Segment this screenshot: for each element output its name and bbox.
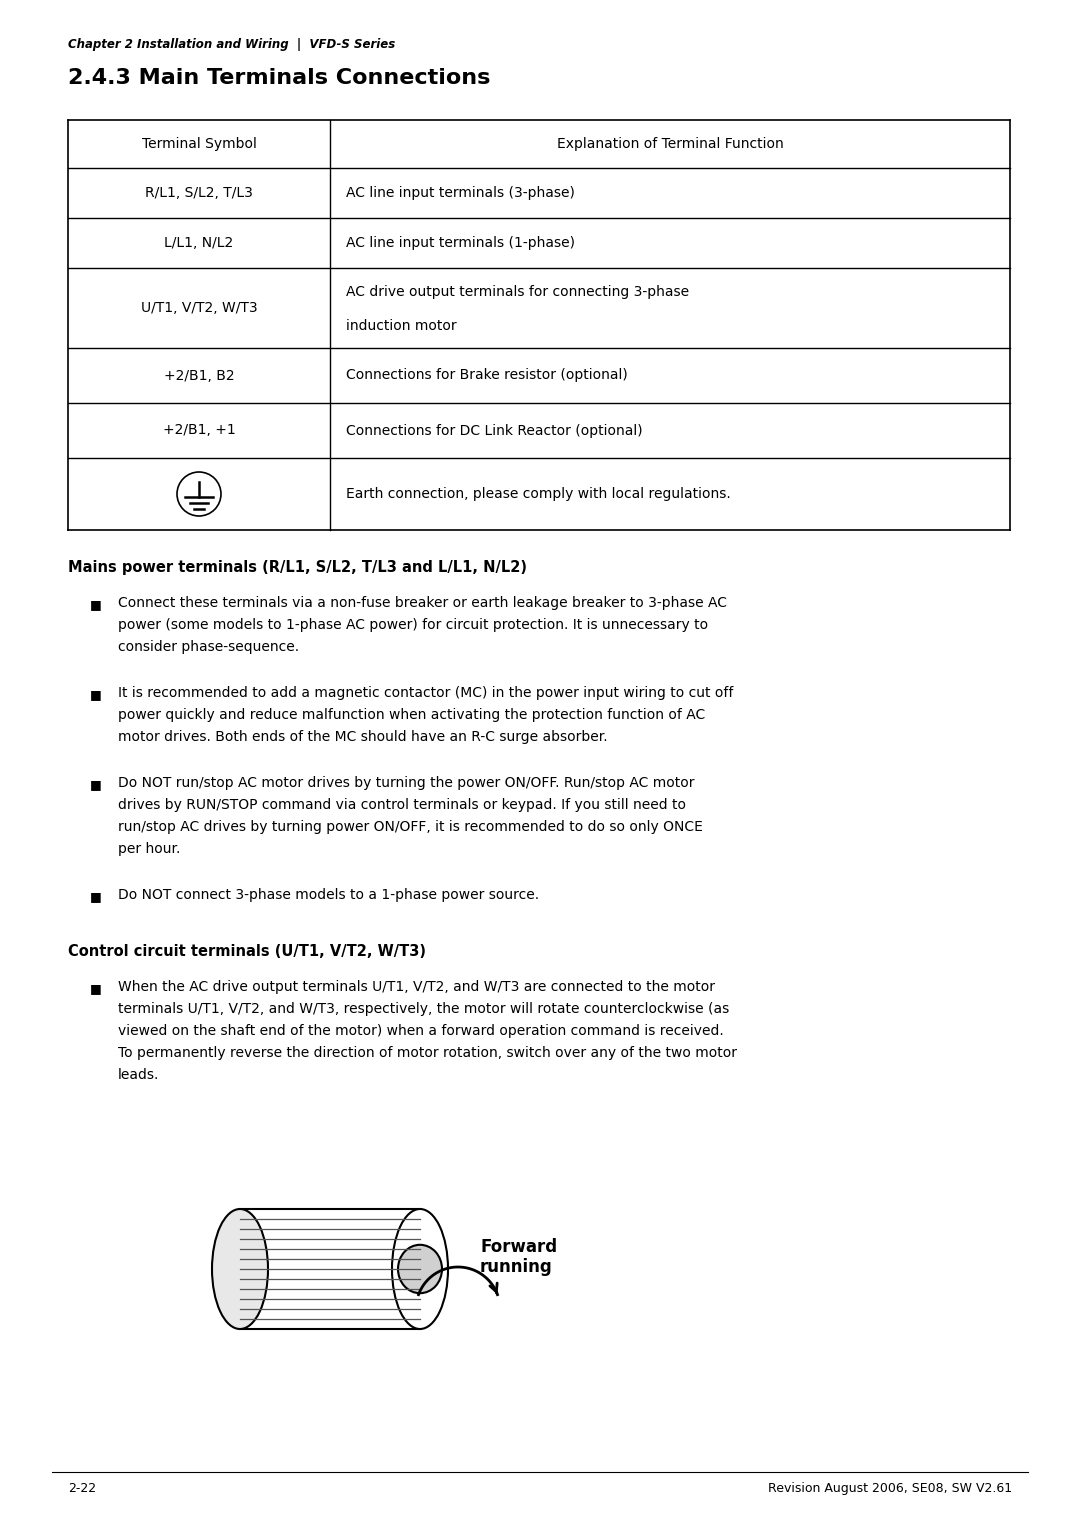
- Text: leads.: leads.: [118, 1068, 160, 1081]
- Ellipse shape: [392, 1209, 448, 1328]
- Text: U/T1, V/T2, W/T3: U/T1, V/T2, W/T3: [140, 301, 257, 314]
- Text: ■: ■: [90, 778, 102, 792]
- Text: Explanation of Terminal Function: Explanation of Terminal Function: [556, 137, 783, 150]
- Text: power quickly and reduce malfunction when activating the protection function of : power quickly and reduce malfunction whe…: [118, 709, 705, 723]
- Text: +2/B1, B2: +2/B1, B2: [164, 368, 234, 382]
- Text: per hour.: per hour.: [118, 842, 180, 856]
- Text: When the AC drive output terminals U/T1, V/T2, and W/T3 are connected to the mot: When the AC drive output terminals U/T1,…: [118, 980, 715, 994]
- Text: To permanently reverse the direction of motor rotation, switch over any of the t: To permanently reverse the direction of …: [118, 1046, 737, 1060]
- Text: motor drives. Both ends of the MC should have an R-C surge absorber.: motor drives. Both ends of the MC should…: [118, 730, 608, 744]
- Text: Connect these terminals via a non-fuse breaker or earth leakage breaker to 3-pha: Connect these terminals via a non-fuse b…: [118, 597, 727, 611]
- Text: Chapter 2 Installation and Wiring  |  VFD-S Series: Chapter 2 Installation and Wiring | VFD-…: [68, 38, 395, 51]
- Text: +2/B1, +1: +2/B1, +1: [163, 423, 235, 437]
- Text: L/L1, N/L2: L/L1, N/L2: [164, 236, 233, 250]
- Text: R/L1, S/L2, T/L3: R/L1, S/L2, T/L3: [145, 186, 253, 199]
- Bar: [240, 1209, 420, 1328]
- Text: ■: ■: [90, 689, 102, 701]
- Text: 2.4.3 Main Terminals Connections: 2.4.3 Main Terminals Connections: [68, 67, 490, 87]
- Text: Terminal Symbol: Terminal Symbol: [141, 137, 256, 150]
- Ellipse shape: [399, 1244, 442, 1293]
- Text: AC line input terminals (3-phase): AC line input terminals (3-phase): [346, 186, 575, 199]
- Text: viewed on the shaft end of the motor) when a forward operation command is receiv: viewed on the shaft end of the motor) wh…: [118, 1025, 724, 1039]
- Text: AC drive output terminals for connecting 3-phase: AC drive output terminals for connecting…: [346, 285, 689, 299]
- Text: 2-22: 2-22: [68, 1482, 96, 1496]
- Text: Connections for Brake resistor (optional): Connections for Brake resistor (optional…: [346, 368, 627, 382]
- Text: Connections for DC Link Reactor (optional): Connections for DC Link Reactor (optiona…: [346, 423, 643, 437]
- Text: AC line input terminals (1-phase): AC line input terminals (1-phase): [346, 236, 575, 250]
- Text: drives by RUN/STOP command via control terminals or keypad. If you still need to: drives by RUN/STOP command via control t…: [118, 798, 686, 811]
- Text: consider phase-sequence.: consider phase-sequence.: [118, 640, 299, 653]
- Text: Do NOT connect 3-phase models to a 1-phase power source.: Do NOT connect 3-phase models to a 1-pha…: [118, 888, 539, 902]
- Text: run/stop AC drives by turning power ON/OFF, it is recommended to do so only ONCE: run/stop AC drives by turning power ON/O…: [118, 821, 703, 834]
- Text: Revision August 2006, SE08, SW V2.61: Revision August 2006, SE08, SW V2.61: [768, 1482, 1012, 1496]
- Text: Control circuit terminals (U/T1, V/T2, W/T3): Control circuit terminals (U/T1, V/T2, W…: [68, 943, 426, 959]
- Text: induction motor: induction motor: [346, 319, 457, 333]
- Ellipse shape: [212, 1209, 268, 1328]
- Text: ■: ■: [90, 890, 102, 904]
- Text: terminals U/T1, V/T2, and W/T3, respectively, the motor will rotate counterclock: terminals U/T1, V/T2, and W/T3, respecti…: [118, 1002, 729, 1016]
- Text: ■: ■: [90, 982, 102, 996]
- Text: It is recommended to add a magnetic contactor (MC) in the power input wiring to : It is recommended to add a magnetic cont…: [118, 686, 733, 700]
- Text: Mains power terminals (R/L1, S/L2, T/L3 and L/L1, N/L2): Mains power terminals (R/L1, S/L2, T/L3 …: [68, 560, 527, 575]
- Text: Earth connection, please comply with local regulations.: Earth connection, please comply with loc…: [346, 486, 731, 502]
- Text: Forward
running: Forward running: [480, 1238, 557, 1276]
- Text: ■: ■: [90, 598, 102, 611]
- Text: power (some models to 1-phase AC power) for circuit protection. It is unnecessar: power (some models to 1-phase AC power) …: [118, 618, 708, 632]
- Text: Do NOT run/stop AC motor drives by turning the power ON/OFF. Run/stop AC motor: Do NOT run/stop AC motor drives by turni…: [118, 776, 694, 790]
